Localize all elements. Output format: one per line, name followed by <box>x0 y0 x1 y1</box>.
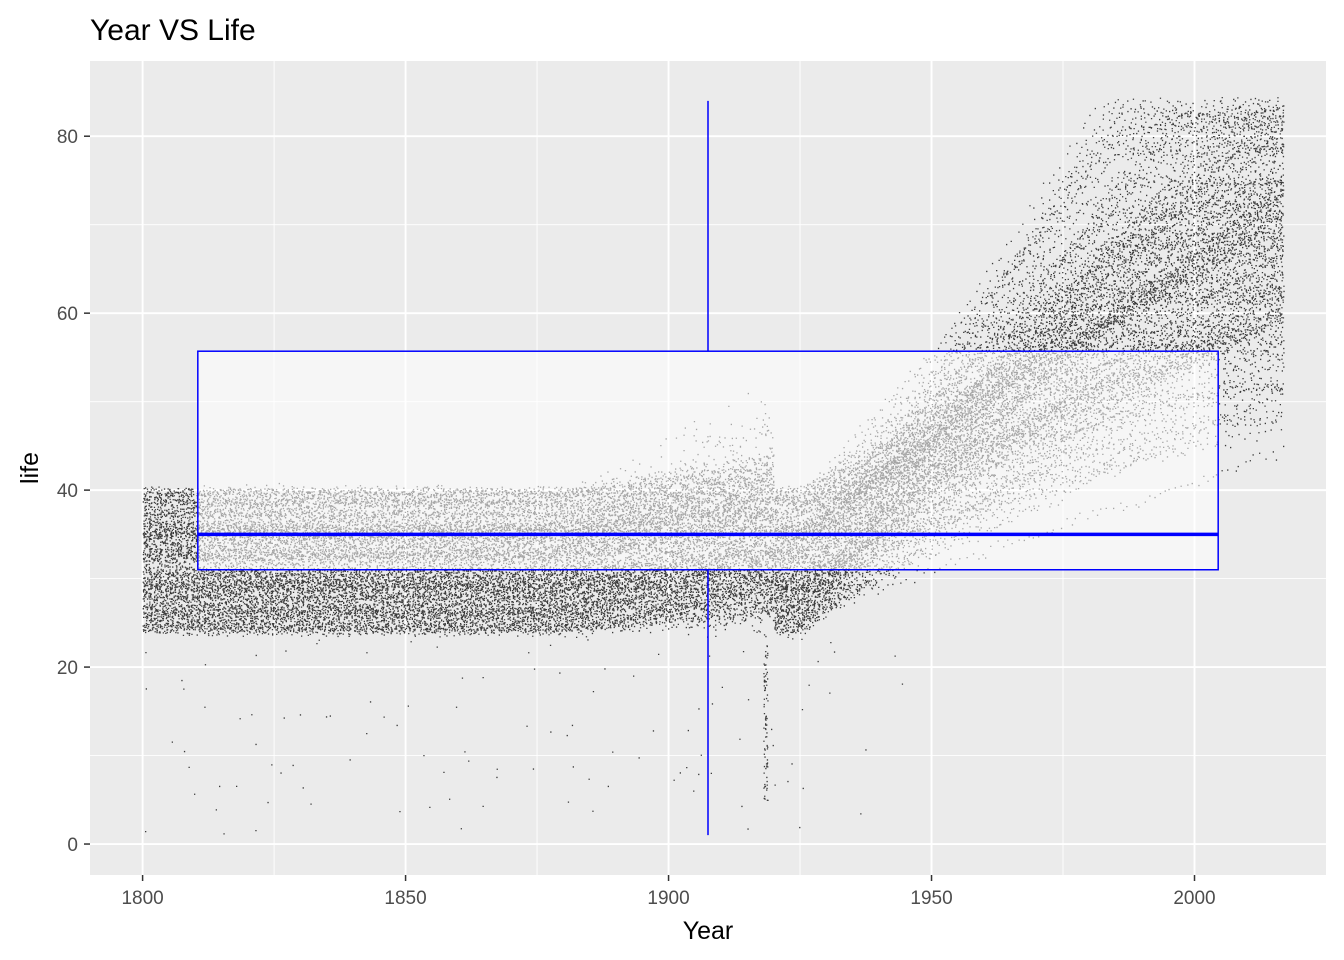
y-tick-label: 40 <box>57 481 78 502</box>
x-tick-label: 1950 <box>910 888 952 909</box>
y-tick-label: 60 <box>57 304 78 325</box>
x-tick-label: 1850 <box>384 888 426 909</box>
scatter-points <box>142 97 1285 835</box>
x-tick-label: 1900 <box>647 888 689 909</box>
y-tick-label: 80 <box>57 127 78 148</box>
y-tick-label: 20 <box>57 658 78 679</box>
x-axis-title: Year <box>683 917 734 945</box>
y-tick-label: 0 <box>67 835 78 856</box>
chart-title: Year VS Life <box>90 14 256 47</box>
x-tick-label: 1800 <box>121 888 163 909</box>
x-tick-label: 2000 <box>1173 888 1215 909</box>
axis-ticks: 1800 1850 1900 1950 2000 0 20 40 60 80 <box>57 127 1216 909</box>
data-points <box>142 97 1285 835</box>
boxplot <box>197 100 1219 836</box>
box-iqr <box>197 350 1219 571</box>
y-axis-title: life <box>16 452 44 484</box>
